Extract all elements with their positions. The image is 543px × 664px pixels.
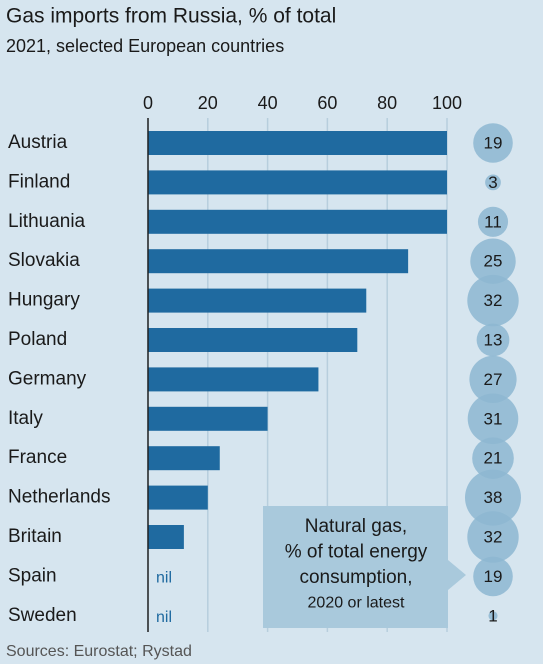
bubble (465, 469, 521, 526)
bubble (488, 611, 498, 621)
annotation-text: % of total energy (285, 542, 428, 563)
x-tick-label: 60 (317, 93, 337, 113)
bar (148, 485, 208, 510)
bubble-label: 25 (484, 252, 503, 271)
bubble (473, 123, 513, 163)
bubble-label: 27 (484, 370, 503, 389)
bar (148, 367, 319, 392)
category-label: Germany (8, 368, 87, 389)
bubble (476, 323, 510, 357)
bubble (485, 174, 501, 191)
bar (148, 525, 184, 549)
bubble-label: 31 (484, 409, 503, 428)
x-tick-label: 0 (143, 93, 153, 113)
category-label: Spain (8, 565, 57, 586)
category-label: Britain (8, 526, 62, 547)
category-label: Poland (8, 329, 67, 350)
bubble-label: 32 (484, 527, 503, 546)
bubble-label: 32 (484, 291, 503, 310)
x-tick-label: 20 (198, 93, 218, 113)
bubble-label: 3 (488, 173, 497, 192)
bubble (472, 437, 514, 480)
category-label: Netherlands (8, 487, 110, 508)
category-label: Austria (8, 132, 68, 153)
category-label: Sweden (8, 605, 77, 626)
bubble (467, 393, 519, 445)
bubble (467, 274, 519, 327)
category-label: Italy (8, 408, 43, 429)
annotation-box (263, 506, 466, 628)
bubble-label: 21 (484, 449, 503, 468)
value-label: nil (156, 570, 172, 587)
x-tick-label: 40 (258, 93, 278, 113)
bubble-label: 11 (484, 212, 502, 231)
chart-title: Gas imports from Russia, % of total (6, 5, 336, 28)
category-label: Lithuania (8, 211, 86, 232)
bar (148, 446, 220, 471)
bar (148, 406, 268, 431)
category-label: Hungary (8, 290, 80, 311)
bubble-label: 38 (484, 488, 503, 507)
bar (148, 131, 447, 155)
category-label: France (8, 447, 67, 468)
bubble (477, 206, 509, 237)
bubble-label: 19 (484, 133, 503, 152)
category-label: Slovakia (8, 250, 80, 271)
annotation-text: Natural gas, (305, 516, 407, 537)
bar (148, 328, 358, 352)
bar (148, 288, 367, 313)
x-tick-label: 80 (377, 93, 397, 113)
bubble (473, 556, 513, 597)
chart-subtitle: 2021, selected European countries (6, 36, 284, 56)
bubble-label: 1 (488, 606, 497, 625)
category-label: Finland (8, 171, 70, 192)
annotation-text: consumption, (299, 567, 412, 588)
bar (148, 170, 447, 195)
bubble (469, 355, 517, 404)
bar (148, 209, 447, 234)
bar (148, 249, 409, 274)
value-label: nil (156, 609, 172, 626)
source: Sources: Eurostat; Rystad (6, 643, 192, 660)
bubble-label: 19 (484, 567, 503, 586)
bubble-label: 13 (484, 330, 503, 349)
bubble (467, 511, 519, 563)
annotation-text: 2020 or latest (308, 595, 406, 612)
x-tick-label: 100 (432, 93, 462, 113)
bubble (470, 238, 516, 284)
